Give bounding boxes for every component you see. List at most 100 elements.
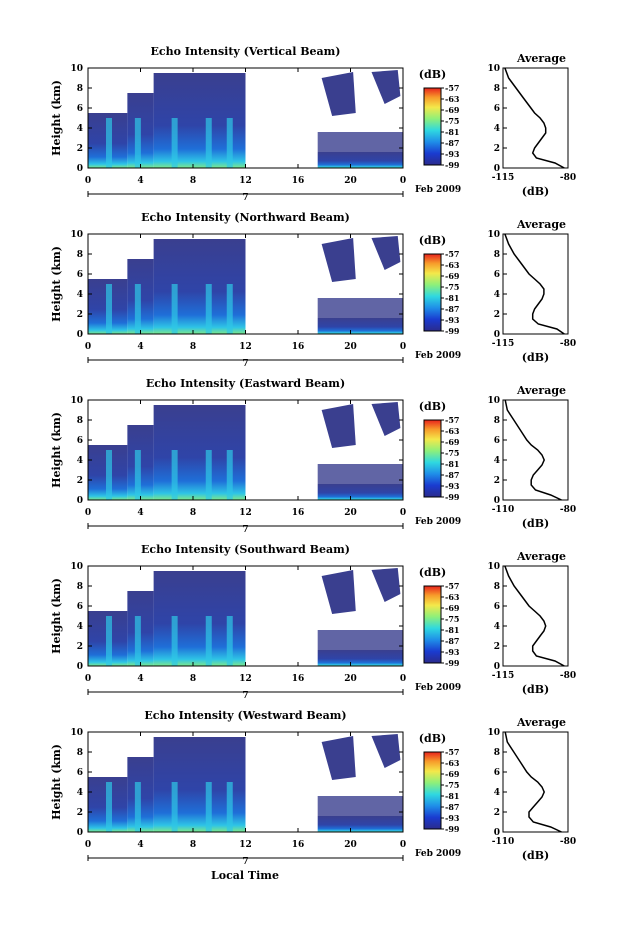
x-tick-label: 4 — [137, 176, 143, 186]
colorbar-tick-label: -57 — [445, 581, 459, 591]
date-label: Feb 2009 — [415, 849, 461, 859]
average-y-tick-label: 2 — [494, 310, 500, 320]
echo-panel-2: Echo Intensity (Northward Beam) 0 2 4 6 8 10 0 4… — [50, 211, 576, 369]
day-label: 7 — [242, 857, 248, 867]
x-tick-label: 4 — [137, 840, 143, 850]
x-tick-label: 0 — [85, 176, 91, 186]
average-y-tick-label: 0 — [494, 330, 500, 340]
y-tick-label: 0 — [77, 828, 83, 838]
average-frame — [502, 67, 569, 169]
colorbar-tick-label: -81 — [445, 127, 459, 137]
average-y-tick-label: 4 — [494, 290, 500, 300]
colorbar-tick-label: -75 — [445, 116, 459, 126]
y-axis-label: Height (km) — [50, 578, 63, 654]
average-y-tick-label: 6 — [494, 436, 500, 446]
colorbar-tick-label: -93 — [445, 481, 460, 491]
y-tick-label: 2 — [77, 144, 83, 154]
colorbar-unit: (dB) — [419, 566, 446, 579]
echo-region — [371, 236, 401, 270]
average-profile-line — [504, 233, 565, 335]
x-tick-label: 0 — [400, 674, 406, 684]
y-tick-label: 2 — [77, 642, 83, 652]
echo-region — [321, 570, 356, 614]
echo-region — [226, 284, 233, 334]
colorbar-tick-label: -81 — [445, 625, 459, 635]
y-tick-label: 0 — [77, 496, 83, 506]
average-x-tick-label: -80 — [560, 671, 576, 681]
average-title: Average — [516, 52, 566, 65]
average-title: Average — [516, 218, 566, 231]
average-profile-line — [504, 565, 565, 667]
average-profile-line — [504, 399, 562, 501]
y-tick-label: 4 — [77, 622, 83, 632]
average-profile-line — [504, 731, 562, 833]
colorbar-tick-label: -69 — [445, 769, 460, 779]
echo-region — [205, 782, 212, 832]
colorbar-tick-label: -99 — [445, 326, 460, 336]
echo-region — [134, 450, 141, 500]
colorbar-tick-label: -87 — [445, 304, 459, 314]
echo-region — [321, 404, 356, 448]
colorbar-tick-label: -99 — [445, 824, 460, 834]
colorbar-tick-label: -99 — [445, 658, 460, 668]
echo-region — [317, 816, 403, 832]
x-tick-label: 0 — [85, 674, 91, 684]
y-axis-label: Height (km) — [50, 744, 63, 820]
y-tick-label: 10 — [70, 64, 83, 74]
x-tick-label: 16 — [292, 176, 305, 186]
average-y-tick-label: 0 — [494, 496, 500, 506]
x-tick-label: 16 — [292, 840, 305, 850]
y-tick-label: 8 — [77, 748, 83, 758]
average-y-tick-label: 6 — [494, 270, 500, 280]
x-tick-label: 16 — [292, 674, 305, 684]
average-x-tick-label: -115 — [492, 339, 515, 349]
x-tick-label: 12 — [239, 674, 252, 684]
echo-region — [226, 118, 233, 168]
y-tick-label: 2 — [77, 476, 83, 486]
colorbar-tick-label: -57 — [445, 249, 459, 259]
echo-region — [226, 450, 233, 500]
y-tick-label: 4 — [77, 788, 83, 798]
echo-region — [371, 70, 401, 104]
average-y-tick-label: 4 — [494, 124, 500, 134]
echo-region — [171, 118, 178, 168]
panel-title: Echo Intensity (Vertical Beam) — [150, 45, 340, 58]
echo-region — [371, 568, 401, 602]
echo-region — [205, 450, 212, 500]
y-tick-label: 10 — [70, 728, 83, 738]
colorbar — [423, 253, 442, 332]
average-profile-line — [504, 67, 565, 169]
average-xlabel: (dB) — [522, 849, 549, 862]
colorbar-tick-label: -63 — [445, 426, 460, 436]
x-tick-label: 4 — [137, 342, 143, 352]
x-tick-label: 8 — [190, 674, 196, 684]
average-xlabel: (dB) — [522, 351, 549, 364]
echo-region — [106, 450, 112, 500]
echo-region — [134, 118, 141, 168]
y-tick-label: 10 — [70, 230, 83, 240]
echo-region — [171, 616, 178, 666]
average-y-tick-label: 2 — [494, 808, 500, 818]
date-label: Feb 2009 — [415, 185, 461, 195]
y-tick-label: 6 — [77, 436, 83, 446]
echo-region — [171, 450, 178, 500]
y-tick-label: 6 — [77, 602, 83, 612]
average-y-tick-label: 6 — [494, 602, 500, 612]
day-label: 7 — [242, 359, 248, 369]
colorbar-tick-label: -63 — [445, 94, 460, 104]
x-tick-label: 20 — [344, 508, 357, 518]
y-axis-label: Height (km) — [50, 80, 63, 156]
average-y-tick-label: 0 — [494, 662, 500, 672]
average-y-tick-label: 0 — [494, 164, 500, 174]
average-y-tick-label: 8 — [494, 582, 500, 592]
echo-region — [171, 782, 178, 832]
average-y-tick-label: 8 — [494, 416, 500, 426]
echo-region — [317, 796, 403, 816]
day-label: 7 — [242, 193, 248, 203]
x-tick-label: 16 — [292, 508, 305, 518]
colorbar-tick-label: -87 — [445, 802, 459, 812]
average-xlabel: (dB) — [522, 683, 549, 696]
echo-panel-3: Echo Intensity (Eastward Beam) 0 2 4 6 8 10 0 4 8… — [50, 377, 576, 535]
colorbar-tick-label: -99 — [445, 492, 460, 502]
colorbar — [423, 87, 442, 166]
